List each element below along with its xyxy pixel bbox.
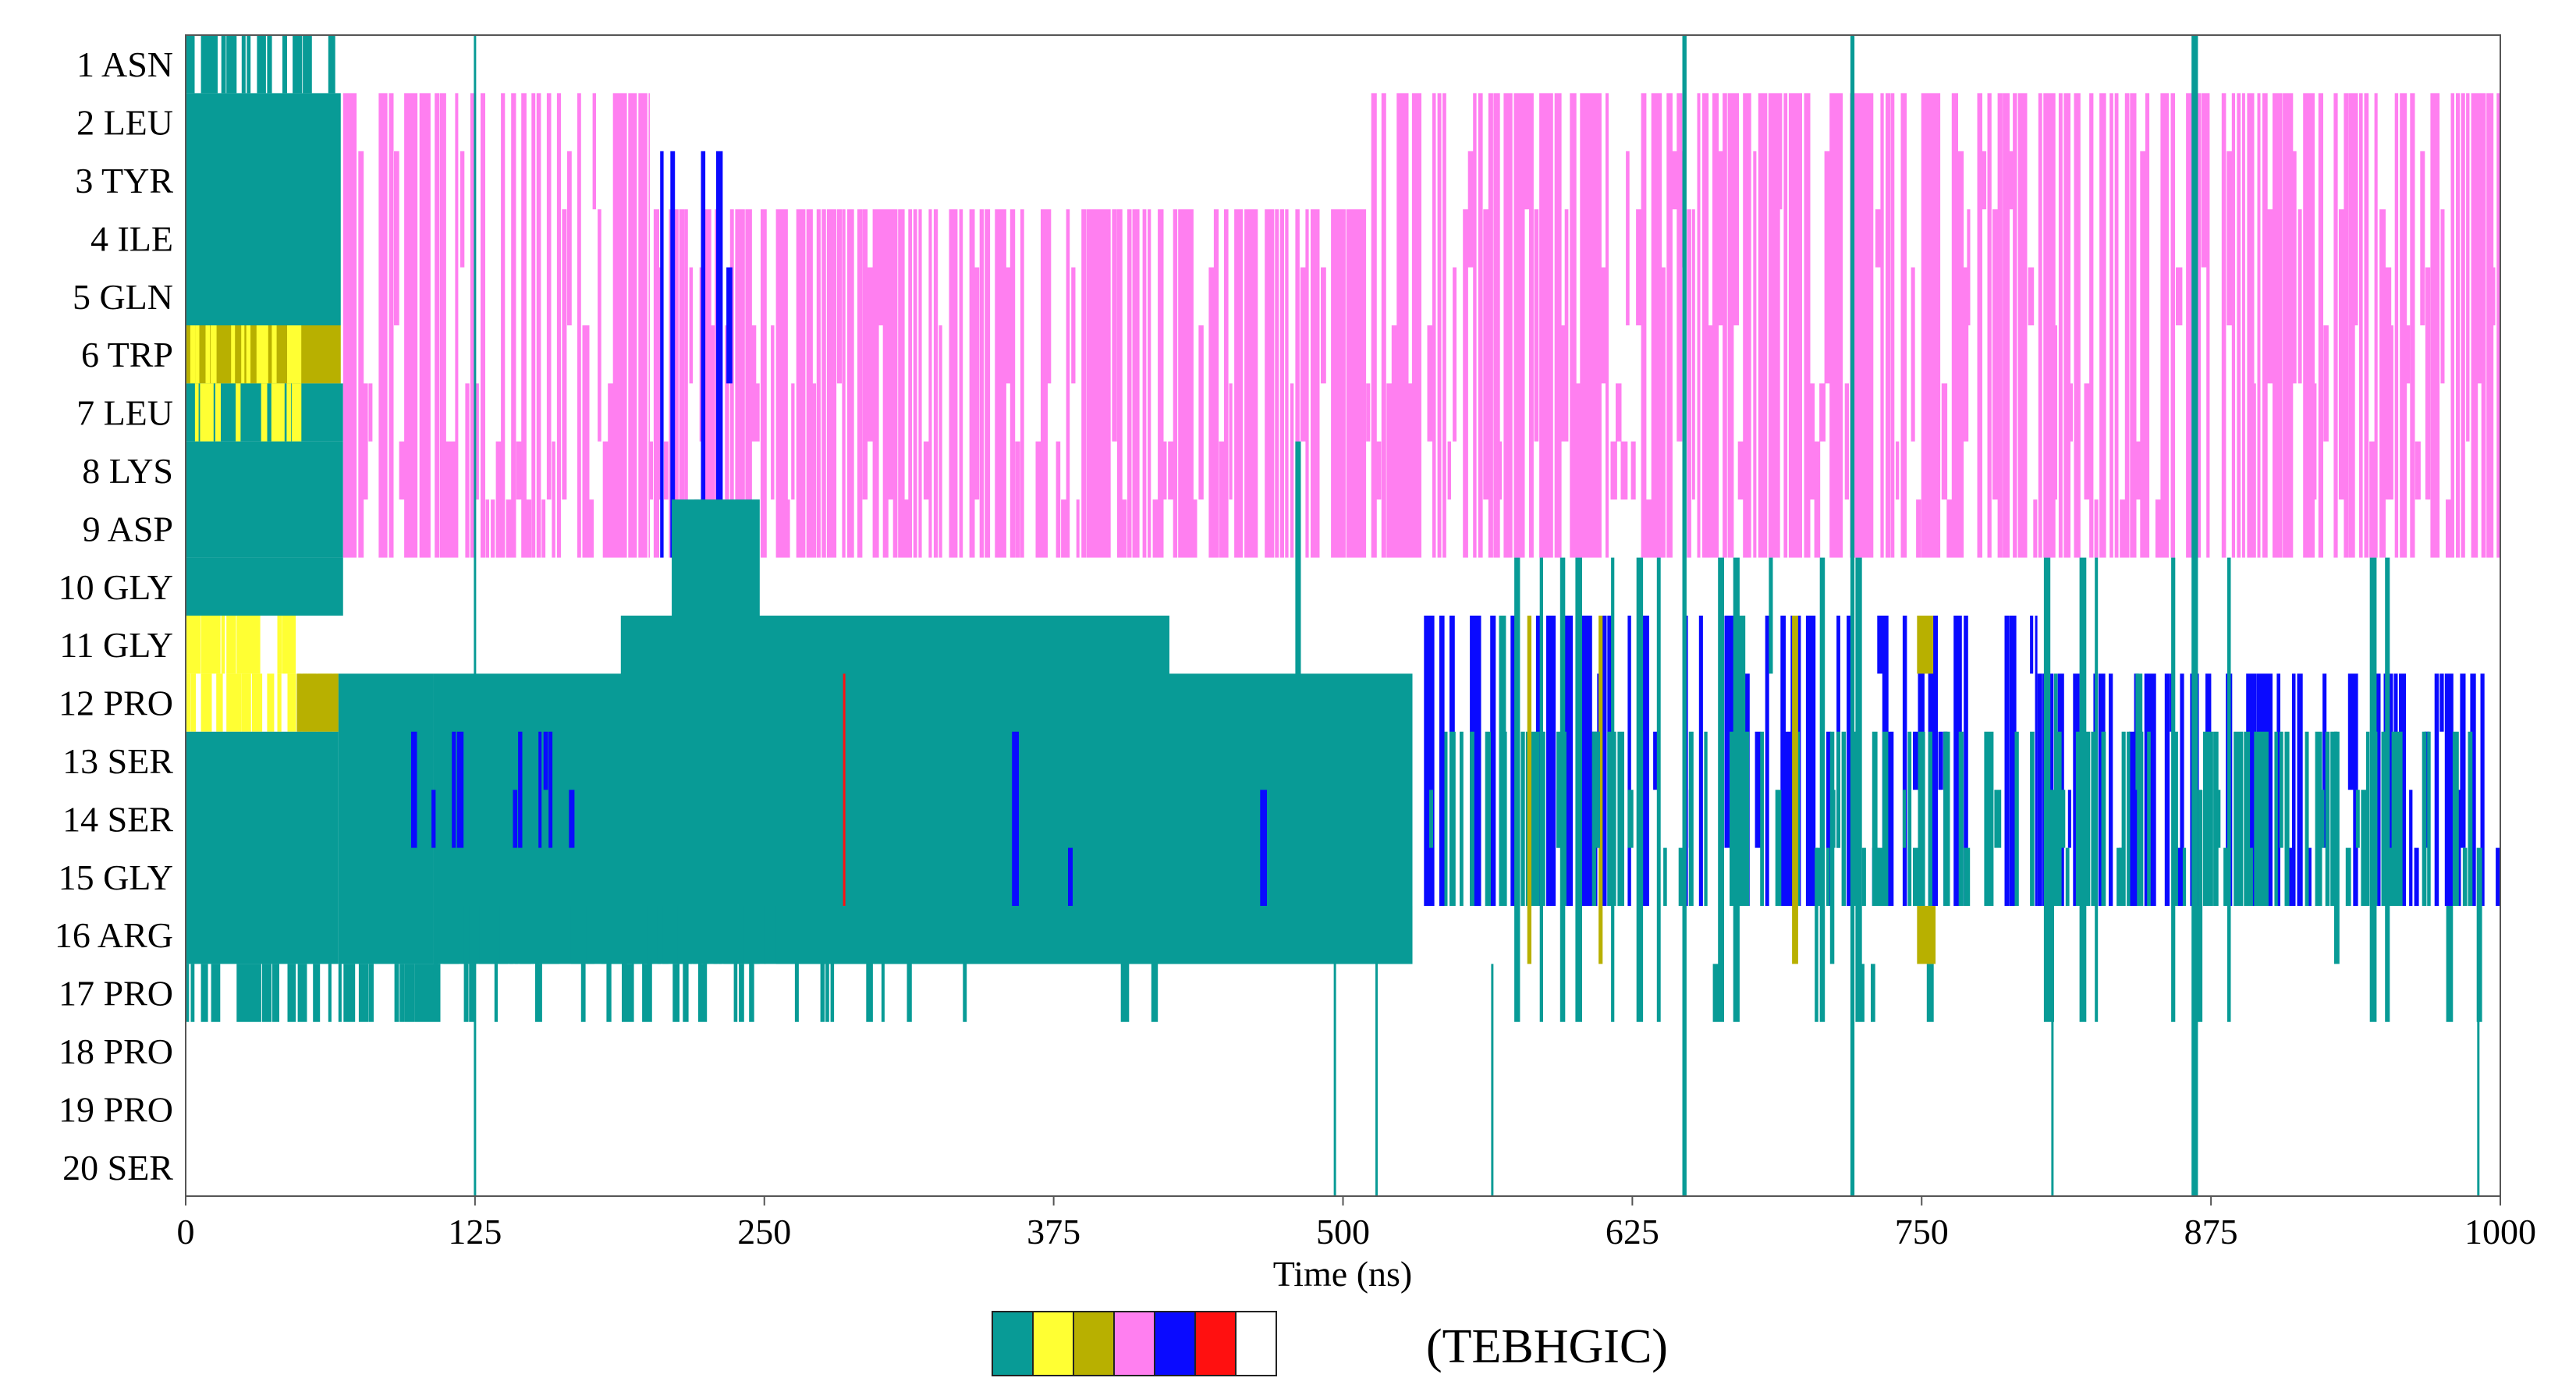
heatmap-cells — [186, 35, 2500, 1196]
x-tick-label: 375 — [1027, 1212, 1080, 1252]
segment-T-1 — [186, 93, 341, 326]
x-tick-label: 0 — [177, 1212, 195, 1252]
x-tick-label: 125 — [448, 1212, 502, 1252]
residue-label: 3 TYR — [75, 161, 173, 201]
segment-T-6 — [186, 441, 343, 558]
segment-G-27 — [411, 731, 575, 848]
residue-label: 19 PRO — [59, 1089, 173, 1129]
segment-E-5 — [194, 383, 302, 442]
residue-label: 9 ASP — [83, 509, 173, 549]
line-B-6 — [1917, 906, 1936, 964]
residue-label: 15 GLY — [59, 858, 173, 897]
segment-G-28 — [1012, 731, 1073, 906]
x-axis-label: Time (ns) — [1273, 1254, 1413, 1294]
segment-T-22 — [775, 906, 1413, 964]
segment-T-32 — [1499, 557, 2482, 1022]
legend-swatch-H — [1113, 1311, 1155, 1376]
residue-label: 11 GLY — [59, 625, 173, 665]
segment-H-15 — [648, 209, 1367, 558]
residue-label: 20 SER — [62, 1148, 173, 1188]
segment-B-10 — [296, 673, 339, 732]
residue-label: 6 TRP — [81, 335, 173, 375]
line-T-5 — [2477, 964, 2480, 1196]
legend-swatch-C — [1235, 1311, 1277, 1376]
legend-swatch-B — [1073, 1311, 1115, 1376]
residue-label: 5 GLN — [73, 277, 173, 317]
line-T-3 — [1491, 964, 1494, 1196]
segment-E-8 — [186, 616, 296, 674]
line-B-7 — [1917, 616, 1934, 674]
segment-G-29 — [1260, 790, 1267, 906]
x-tick-label: 250 — [737, 1212, 791, 1252]
residue-labels: 1 ASN 2 LEU 3 TYR 4 ILE 5 GLN 6 TRP 7 LEU 8 LYS… — [55, 44, 173, 1188]
segment-T-23 — [433, 906, 766, 964]
residue-label: 13 SER — [62, 741, 173, 781]
legend-swatch-T — [992, 1311, 1034, 1376]
x-axis-ticks: 0 125 250 375 500 625 750 875 1000 — [177, 1196, 2536, 1252]
legend-swatch-G — [1154, 1311, 1196, 1376]
x-tick-label: 875 — [2184, 1212, 2238, 1252]
residue-label: 1 ASN — [76, 44, 173, 84]
residue-label: 7 LEU — [76, 393, 173, 433]
residue-label: 16 ARG — [55, 915, 173, 955]
segment-H-14 — [342, 93, 650, 558]
segment-T-13 — [186, 964, 434, 1022]
segment-E-3 — [190, 325, 302, 384]
legend-swatch-I — [1194, 1311, 1237, 1376]
residue-label: 12 PRO — [59, 684, 173, 723]
residue-label: 10 GLY — [59, 567, 173, 607]
x-tick-label: 625 — [1606, 1212, 1659, 1252]
segment-G-18 — [660, 151, 733, 558]
segment-T-12 — [186, 731, 339, 964]
line-T-0 — [474, 35, 477, 1196]
legend — [992, 1311, 1277, 1376]
legend-swatch-E — [1032, 1311, 1074, 1376]
segment-T-33 — [433, 964, 1158, 1022]
segment-T-19 — [672, 499, 760, 616]
x-tick-label: 1000 — [2464, 1212, 2536, 1252]
line-T-2 — [1375, 964, 1378, 1196]
segment-H-16 — [1366, 93, 2500, 558]
residue-label: 2 LEU — [76, 103, 173, 143]
residue-label: 8 LYS — [82, 451, 173, 491]
x-tick-label: 750 — [1895, 1212, 1949, 1252]
segment-T-26 — [1428, 731, 2473, 906]
residue-label: 14 SER — [62, 799, 173, 839]
segment-I-30 — [843, 673, 846, 906]
residue-label: 18 PRO — [59, 1031, 173, 1071]
segment-T-11 — [338, 673, 434, 964]
segment-T-0 — [186, 35, 335, 94]
x-tick-label: 500 — [1316, 1212, 1370, 1252]
residue-label: 17 PRO — [59, 974, 173, 1014]
legend-label: (TEBHGIC) — [1426, 1320, 1668, 1373]
line-T-1 — [1333, 964, 1336, 1196]
residue-label: 4 ILE — [90, 218, 173, 258]
line-T-4 — [2051, 964, 2054, 1196]
segment-T-7 — [186, 557, 343, 616]
